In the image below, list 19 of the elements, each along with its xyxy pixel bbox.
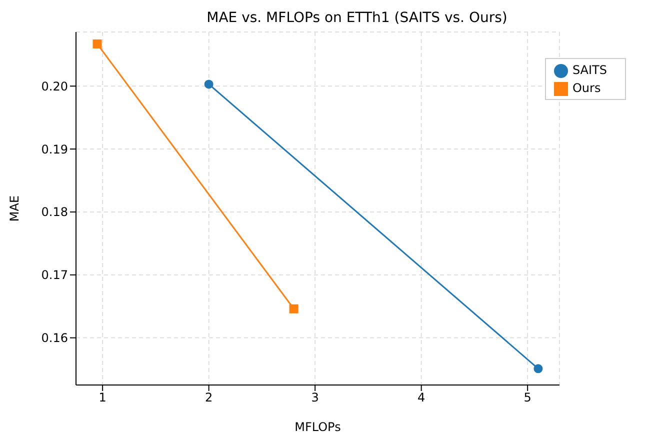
point bbox=[289, 304, 298, 314]
x-tick-label: 5 bbox=[524, 390, 532, 405]
chart-title: MAE vs. MFLOPs on ETTh1 (SAITS vs. Ours) bbox=[206, 9, 508, 28]
x-tick-label: 1 bbox=[98, 390, 106, 405]
legend-label: Ours bbox=[572, 81, 601, 95]
point bbox=[534, 364, 543, 374]
y-tick-label: 0.16 bbox=[41, 331, 68, 346]
y-tick-label: 0.20 bbox=[41, 79, 68, 94]
y-tick-label: 0.18 bbox=[41, 205, 68, 220]
legend-label: SAITS bbox=[572, 63, 607, 77]
point bbox=[204, 80, 214, 89]
x-axis-title: MFLOPs bbox=[294, 420, 341, 434]
x-tick-label: 4 bbox=[418, 390, 426, 405]
x-tick-label: 3 bbox=[311, 390, 319, 405]
y-tick-label: 0.19 bbox=[41, 142, 68, 156]
x-tick-label: 2 bbox=[204, 390, 213, 405]
y-axis-title: MAE bbox=[7, 195, 22, 222]
y-tick-label: 0.17 bbox=[41, 268, 68, 282]
point bbox=[92, 39, 102, 48]
